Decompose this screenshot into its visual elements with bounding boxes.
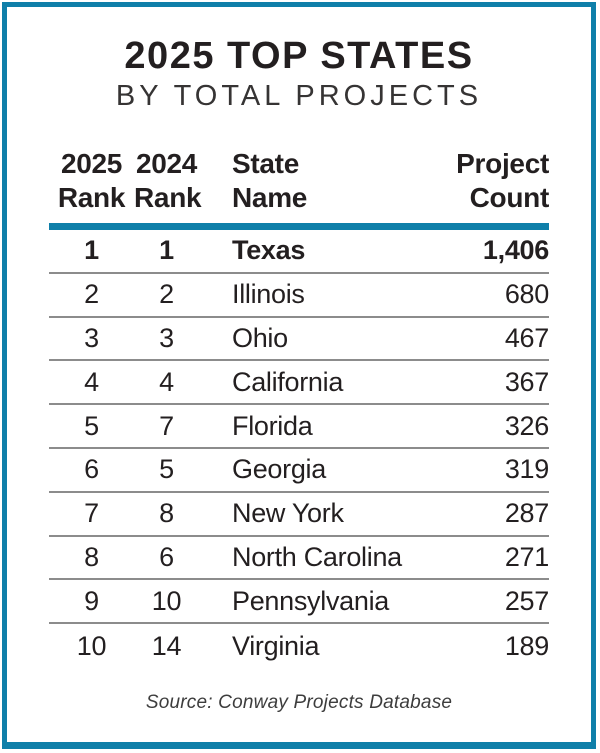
project-count-cell: 680 (504, 279, 549, 310)
column-header-2024-rank: 2024 Rank (134, 147, 202, 215)
state-name-cell: California (232, 366, 344, 397)
rank-2024-cell: 8 (159, 498, 174, 529)
table-row: 1 1 Texas 1,406 (49, 230, 549, 274)
state-name-cell: New York (232, 498, 344, 529)
table-row: 4 4 California 367 (49, 361, 549, 406)
project-count-cell: 257 (504, 585, 549, 616)
table-row: 3 3 Ohio 467 (49, 318, 549, 362)
source-note: Source: Conway Projects Database (145, 691, 453, 713)
project-count-cell: 367 (504, 366, 549, 397)
project-count-cell: 326 (504, 410, 549, 441)
column-header-state-name: State Name (199, 147, 419, 215)
state-name-cell: Georgia (232, 454, 326, 485)
project-count-cell: 467 (504, 322, 549, 353)
column-header-project-count: Project Count (419, 147, 549, 215)
rank-2024-cell: 2 (159, 279, 174, 310)
state-name-cell: Virginia (232, 630, 320, 661)
table-row: 5 7 Florida 326 (49, 405, 549, 449)
title-block: 2025 TOP STATES BY TOTAL PROJECTS (7, 37, 591, 111)
project-count-cell: 271 (504, 541, 549, 572)
rank-2024-cell: 1 (159, 235, 174, 266)
column-header-line: 2024 (135, 148, 198, 179)
rank-2025-cell: 4 (84, 366, 99, 397)
table-body: 1 1 Texas 1,406 2 2 Illinois 680 3 3 Ohio 467 4 4 Cali… (49, 230, 549, 668)
state-name-cell: Ohio (232, 322, 288, 353)
project-count-cell: 319 (504, 454, 549, 485)
column-header-line: State (232, 148, 299, 179)
page-title: 2025 TOP STATES (124, 35, 474, 77)
column-header-line: Rank (134, 182, 202, 213)
project-count-cell: 1,406 (482, 235, 549, 266)
rank-2024-cell: 4 (159, 366, 174, 397)
column-header-line: Name (232, 182, 308, 213)
state-name-cell: Illinois (232, 279, 305, 310)
rank-2025-cell: 8 (84, 541, 99, 572)
header-accent-rule (49, 223, 549, 230)
project-count-cell: 287 (504, 498, 549, 529)
rank-2024-cell: 7 (159, 410, 174, 441)
rank-2025-cell: 1 (84, 235, 99, 266)
table-row: 10 14 Virginia 189 (49, 624, 550, 668)
state-name-cell: Texas (232, 235, 306, 266)
table-row: 2 2 Illinois 680 (49, 274, 549, 318)
page-subtitle: BY TOTAL PROJECTS (115, 80, 483, 112)
rank-2024-cell: 10 (151, 585, 182, 616)
rank-2025-cell: 2 (84, 279, 99, 310)
rank-2025-cell: 3 (84, 322, 99, 353)
column-header-2025-rank: 2025 Rank (49, 147, 134, 215)
state-name-cell: North Carolina (232, 541, 402, 572)
project-count-cell: 189 (504, 630, 549, 661)
rank-2025-cell: 9 (84, 585, 99, 616)
state-name-cell: Florida (232, 410, 313, 441)
column-header-line: 2025 (60, 148, 123, 179)
table-row: 6 5 Georgia 319 (49, 449, 549, 493)
rank-2024-cell: 3 (159, 322, 174, 353)
state-name-cell: Pennsylvania (232, 585, 390, 616)
top-states-table: 2025 Rank 2024 Rank State Name Project C… (49, 147, 549, 668)
column-header-line: Rank (57, 182, 126, 213)
table-row: 9 10 Pennsylvania 257 (49, 580, 549, 625)
rank-2024-cell: 14 (151, 630, 182, 661)
rank-2025-cell: 5 (84, 410, 99, 441)
rank-2025-cell: 10 (76, 630, 107, 661)
table-row: 7 8 New York 287 (49, 493, 549, 537)
table-row: 8 6 North Carolina 271 (49, 537, 549, 581)
table-header-row: 2025 Rank 2024 Rank State Name Project C… (49, 147, 549, 215)
column-header-line: Count (469, 182, 550, 213)
rank-2025-cell: 7 (84, 498, 99, 529)
rank-2024-cell: 5 (159, 454, 174, 485)
rank-2025-cell: 6 (84, 454, 99, 485)
rank-2024-cell: 6 (159, 541, 174, 572)
column-header-line: Project (456, 148, 549, 179)
